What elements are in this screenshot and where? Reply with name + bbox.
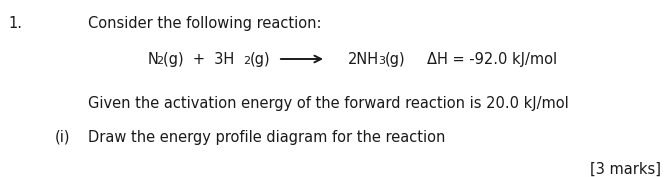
Text: ΔH = -92.0 kJ/mol: ΔH = -92.0 kJ/mol xyxy=(427,52,557,67)
Text: Consider the following reaction:: Consider the following reaction: xyxy=(88,16,321,31)
Text: (g)  +  3H: (g) + 3H xyxy=(163,52,234,67)
Text: 3: 3 xyxy=(378,56,385,66)
Text: Given the activation energy of the forward reaction is 20.0 kJ/mol: Given the activation energy of the forwa… xyxy=(88,96,569,111)
Text: Draw the energy profile diagram for the reaction: Draw the energy profile diagram for the … xyxy=(88,130,446,145)
Text: [3 marks]: [3 marks] xyxy=(590,162,661,177)
Text: (i): (i) xyxy=(55,130,70,145)
Text: (g): (g) xyxy=(385,52,406,67)
Text: 2: 2 xyxy=(156,56,163,66)
Text: N: N xyxy=(148,52,159,67)
Text: 2: 2 xyxy=(243,56,250,66)
Text: (g): (g) xyxy=(250,52,270,67)
Text: 2NH: 2NH xyxy=(348,52,379,67)
Text: 1.: 1. xyxy=(8,16,22,31)
